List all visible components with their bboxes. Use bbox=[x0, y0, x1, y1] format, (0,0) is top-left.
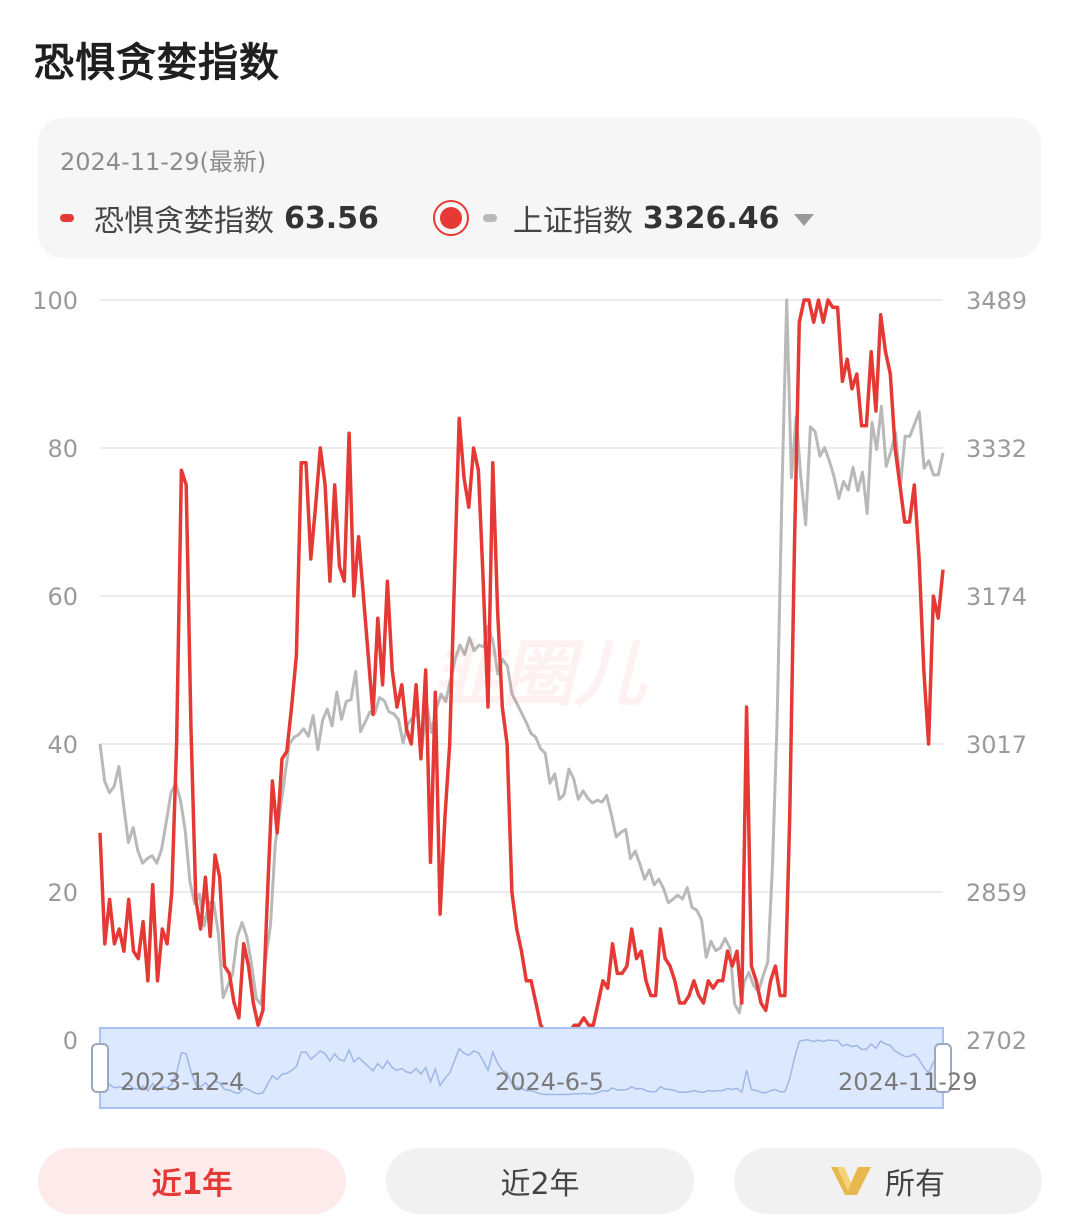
fear-greed-legend-marker bbox=[60, 214, 74, 222]
fear-greed-legend-label: 恐惧贪婪指数 bbox=[94, 204, 274, 239]
sse-legend-marker bbox=[482, 214, 497, 222]
right-axis-tick-label: 2702 bbox=[966, 1027, 1027, 1055]
fear-greed-line bbox=[98, 298, 945, 1035]
watermark-logo-text: 韭圈儿 bbox=[430, 632, 647, 716]
right-axis-tick-label: 3174 bbox=[966, 583, 1027, 611]
left-axis-tick-label: 80 bbox=[47, 435, 78, 463]
range-all-button[interactable]: 所有 bbox=[734, 1148, 1042, 1214]
left-axis-tick-label: 0 bbox=[63, 1027, 78, 1055]
right-axis-tick-label: 2859 bbox=[966, 879, 1027, 907]
left-axis-tick-label: 60 bbox=[47, 583, 78, 611]
range-2-year-button[interactable]: 近2年 bbox=[386, 1148, 694, 1214]
right-axis-tick-label: 3332 bbox=[966, 435, 1027, 463]
caret-down-icon[interactable] bbox=[793, 214, 814, 226]
radio-selected-icon[interactable] bbox=[432, 200, 469, 236]
left-axis-tick-label: 40 bbox=[47, 731, 78, 759]
sse-value: 3326.46 bbox=[642, 200, 780, 236]
range-slider-preview-line bbox=[99, 1039, 944, 1096]
left-axis-tick-label: 20 bbox=[47, 879, 78, 907]
range-slider-handle[interactable] bbox=[91, 1043, 109, 1093]
info-card: 2024-11-29(最新) 恐惧贪婪指数 63.56 上证指数 3326.46 bbox=[38, 118, 1041, 258]
legend-row: 恐惧贪婪指数 63.56 上证指数 3326.46 bbox=[60, 196, 814, 240]
x-axis-date-label: 2023-12-4 bbox=[120, 1068, 244, 1096]
sse-legend-label[interactable]: 上证指数 bbox=[512, 204, 633, 239]
x-axis-date-label: 2024-11-29 bbox=[838, 1068, 977, 1096]
vip-v-icon bbox=[831, 1167, 871, 1195]
right-axis-tick-label: 3017 bbox=[966, 731, 1027, 759]
range-slider-window[interactable] bbox=[99, 1027, 944, 1109]
sse-index-line bbox=[98, 298, 945, 1015]
latest-date: 2024-11-29(最新) bbox=[60, 148, 267, 176]
page-title: 恐惧贪婪指数 bbox=[34, 40, 280, 86]
fear-greed-chart[interactable]: 0 20 40 60 80 100 2702 2859 3017 3174 3332 3489 20… bbox=[0, 270, 1080, 1120]
right-axis-tick-label: 3489 bbox=[966, 287, 1027, 315]
left-axis-tick-label: 100 bbox=[32, 287, 78, 315]
x-axis-date-label: 2024-6-5 bbox=[495, 1068, 604, 1096]
range-1-year-button[interactable]: 近1年 bbox=[38, 1148, 346, 1214]
range-all-label: 所有 bbox=[885, 1167, 945, 1202]
range-slider-handle[interactable] bbox=[934, 1043, 952, 1093]
fear-greed-value: 63.56 bbox=[284, 200, 379, 236]
